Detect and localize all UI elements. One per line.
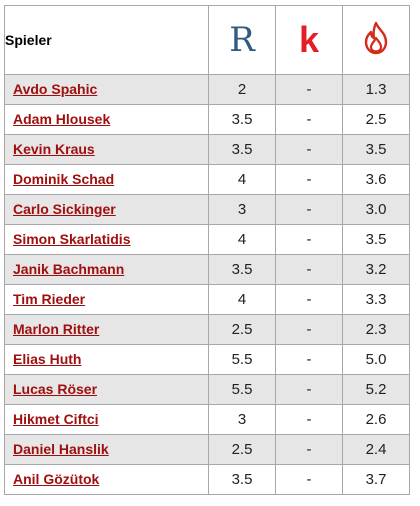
player-link[interactable]: Avdo Spahic [13, 81, 98, 97]
rating-r-cell: 4 [208, 164, 276, 195]
player-name-cell: Simon Skarlatidis [4, 224, 209, 255]
player-link[interactable]: Elias Huth [13, 351, 82, 367]
rating-f-cell: 3.5 [342, 134, 410, 165]
table-row: Dominik Schad 4-3.6 [4, 164, 410, 195]
player-link[interactable]: Carlo Sickinger [13, 201, 116, 217]
table-row: Kevin Kraus 3.5-3.5 [4, 134, 410, 165]
rating-r-cell: 3.5 [208, 134, 276, 165]
player-name-cell: Elias Huth [4, 344, 209, 375]
player-link[interactable]: Janik Bachmann [13, 261, 125, 277]
rating-f-cell: 5.2 [342, 374, 410, 405]
player-link[interactable]: Daniel Hanslik [13, 441, 109, 457]
player-name-cell: Hikmet Ciftci [4, 404, 209, 435]
source-r-header: R [208, 5, 276, 75]
player-name-cell: Anil Gözütok [4, 464, 209, 495]
table-row: Anil Gözütok 3.5-3.7 [4, 464, 410, 495]
rating-r-cell: 4 [208, 284, 276, 315]
player-name-cell: Daniel Hanslik [4, 434, 209, 465]
rating-k-cell: - [275, 134, 343, 165]
source-k-header: k [275, 5, 343, 75]
rating-k-cell: - [275, 464, 343, 495]
rating-r-cell: 4 [208, 224, 276, 255]
source-flame-header [342, 5, 410, 75]
player-link[interactable]: Adam Hlousek [13, 111, 111, 127]
rating-f-cell: 3.5 [342, 224, 410, 255]
rating-k-cell: - [275, 104, 343, 135]
player-name-cell: Tim Rieder [4, 284, 209, 315]
k-logo-icon: k [298, 19, 320, 60]
table-header-row: Spieler R k [4, 5, 410, 75]
player-name-cell: Dominik Schad [4, 164, 209, 195]
table-row: Adam Hlousek 3.5-2.5 [4, 104, 410, 135]
rating-f-cell: 2.3 [342, 314, 410, 345]
table-row: Carlo Sickinger 3-3.0 [4, 194, 410, 225]
rating-f-cell: 3.3 [342, 284, 410, 315]
rating-r-cell: 5.5 [208, 374, 276, 405]
table-row: Simon Skarlatidis 4-3.5 [4, 224, 410, 255]
rating-k-cell: - [275, 74, 343, 105]
player-link[interactable]: Simon Skarlatidis [13, 231, 131, 247]
rating-r-cell: 2.5 [208, 314, 276, 345]
rating-f-cell: 2.6 [342, 404, 410, 435]
table-row: Janik Bachmann 3.5-3.2 [4, 254, 410, 285]
table-row: Avdo Spahic 2-1.3 [4, 74, 410, 105]
rating-f-cell: 3.7 [342, 464, 410, 495]
player-name-cell: Kevin Kraus [4, 134, 209, 165]
rating-k-cell: - [275, 254, 343, 285]
table-row: Marlon Ritter 2.5-2.3 [4, 314, 410, 345]
player-name-cell: Adam Hlousek [4, 104, 209, 135]
rating-f-cell: 3.2 [342, 254, 410, 285]
player-name-cell: Marlon Ritter [4, 314, 209, 345]
table-row: Hikmet Ciftci 3-2.6 [4, 404, 410, 435]
rating-k-cell: - [275, 314, 343, 345]
flame-icon [360, 21, 392, 60]
player-name-cell: Lucas Röser [4, 374, 209, 405]
rating-k-cell: - [275, 194, 343, 225]
rating-f-cell: 3.0 [342, 194, 410, 225]
rating-f-cell: 5.0 [342, 344, 410, 375]
table-row: Daniel Hanslik 2.5-2.4 [4, 434, 410, 465]
rating-f-cell: 1.3 [342, 74, 410, 105]
r-logo-icon: R [229, 20, 255, 60]
player-link[interactable]: Tim Rieder [13, 291, 86, 307]
rating-r-cell: 3.5 [208, 464, 276, 495]
rating-k-cell: - [275, 164, 343, 195]
player-name-cell: Janik Bachmann [4, 254, 209, 285]
rating-k-cell: - [275, 344, 343, 375]
table-row: Lucas Röser 5.5-5.2 [4, 374, 410, 405]
rating-r-cell: 2.5 [208, 434, 276, 465]
rating-r-cell: 3.5 [208, 104, 276, 135]
player-link[interactable]: Kevin Kraus [13, 141, 95, 157]
rating-k-cell: - [275, 224, 343, 255]
player-link[interactable]: Lucas Röser [13, 381, 98, 397]
player-ratings-table: Spieler R k Avdo Spahic 2-1.3 Adam Hlousek… [4, 5, 410, 495]
table-row: Elias Huth 5.5-5.0 [4, 344, 410, 375]
rating-r-cell: 3 [208, 404, 276, 435]
rating-k-cell: - [275, 434, 343, 465]
rating-k-cell: - [275, 404, 343, 435]
rating-f-cell: 2.5 [342, 104, 410, 135]
player-link[interactable]: Hikmet Ciftci [13, 411, 99, 427]
player-link[interactable]: Anil Gözütok [13, 471, 100, 487]
rating-r-cell: 2 [208, 74, 276, 105]
rating-f-cell: 3.6 [342, 164, 410, 195]
table-row: Tim Rieder 4-3.3 [4, 284, 410, 315]
rating-r-cell: 5.5 [208, 344, 276, 375]
player-name-cell: Avdo Spahic [4, 74, 209, 105]
player-link[interactable]: Marlon Ritter [13, 321, 100, 337]
rating-r-cell: 3.5 [208, 254, 276, 285]
rating-k-cell: - [275, 374, 343, 405]
player-name-cell: Carlo Sickinger [4, 194, 209, 225]
player-column-header: Spieler [4, 5, 209, 75]
rating-f-cell: 2.4 [342, 434, 410, 465]
player-link[interactable]: Dominik Schad [13, 171, 115, 187]
rating-r-cell: 3 [208, 194, 276, 225]
rating-k-cell: - [275, 284, 343, 315]
